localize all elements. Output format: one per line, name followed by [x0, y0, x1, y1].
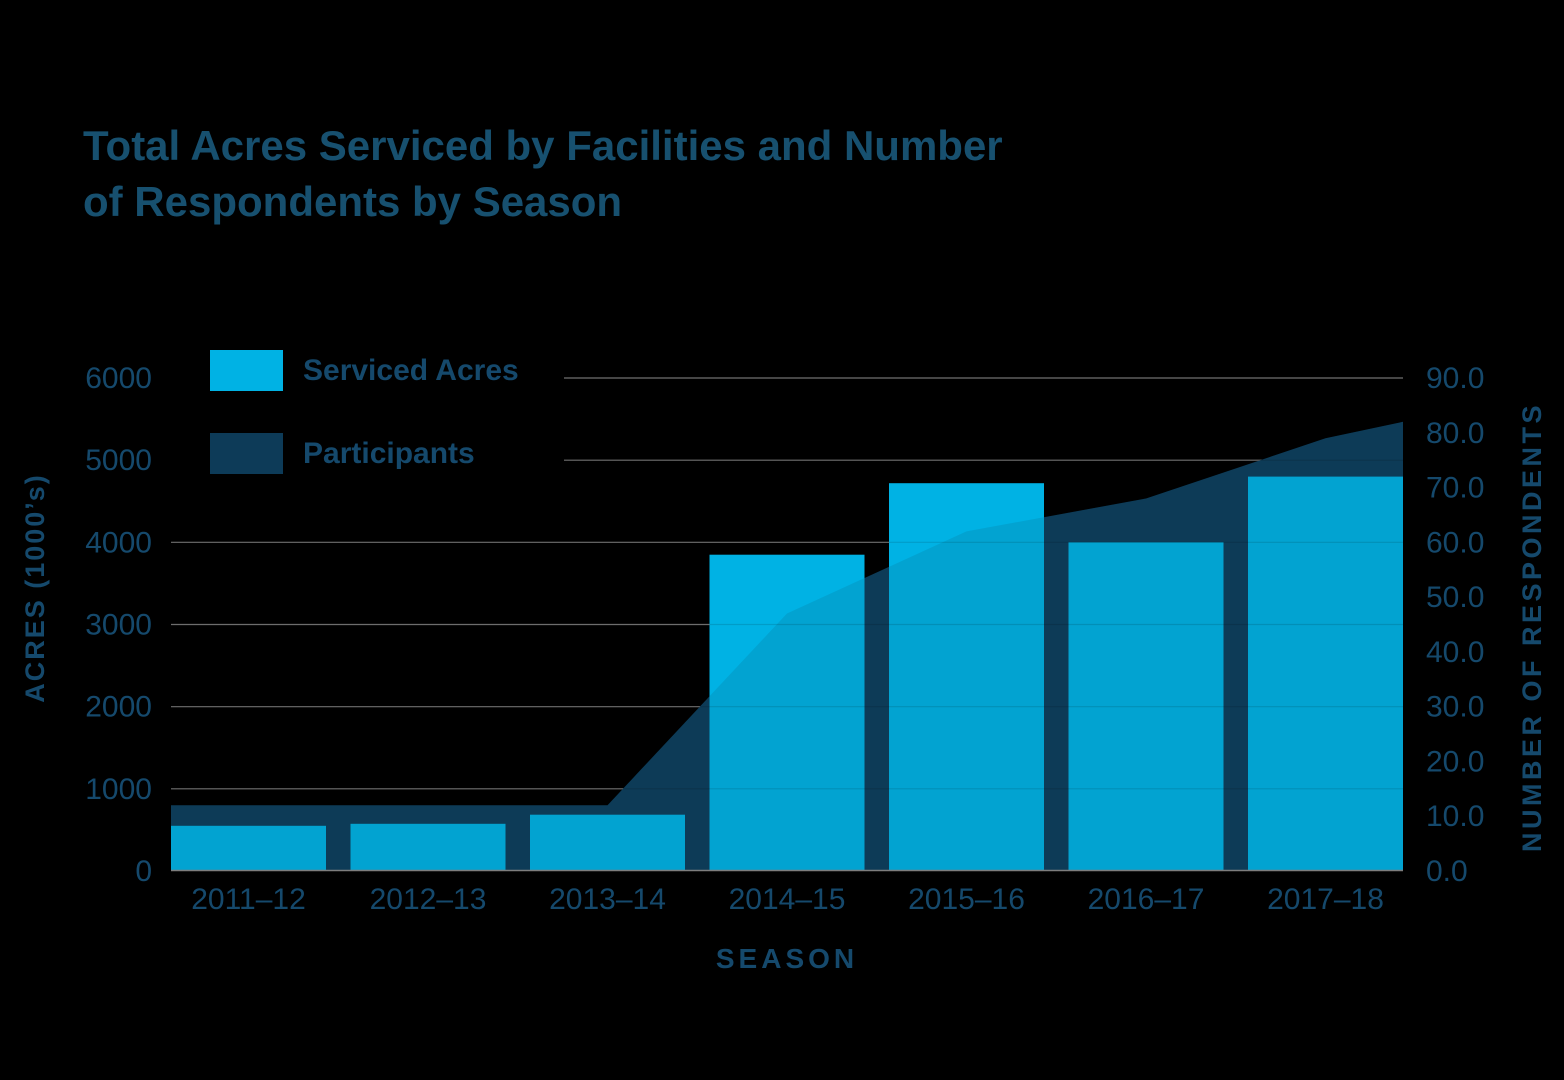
bar-2016-17	[1068, 542, 1224, 871]
legend-item-serviced-acres: Serviced Acres	[210, 350, 519, 391]
left-axis-tick-1000: 1000	[85, 773, 152, 806]
x-axis-title: SEASON	[716, 943, 858, 974]
legend-label-serviced-acres: Serviced Acres	[303, 353, 519, 387]
x-axis-tick-2016-17: 2016–17	[1088, 883, 1205, 916]
right-axis-tick-20.0: 20.0	[1426, 745, 1484, 778]
serviced-acres-swatch	[210, 350, 283, 391]
chart-title-line1: Total Acres Serviced by Facilities and N…	[83, 122, 1003, 169]
left-axis-tick-3000: 3000	[85, 609, 152, 642]
right-axis-tick-70.0: 70.0	[1426, 472, 1484, 505]
chart-title-line2: of Respondents by Season	[83, 178, 623, 225]
left-axis-tick-6000: 6000	[85, 362, 152, 395]
legend: Serviced Acres Participants	[160, 334, 564, 484]
bar-2017-18	[1248, 476, 1403, 871]
right-axis-tick-60.0: 60.0	[1426, 526, 1484, 559]
participants-swatch	[210, 433, 283, 474]
x-axis-tick-2012-13: 2012–13	[370, 883, 487, 916]
participants-area-overlay	[171, 421, 1403, 871]
right-axis-title: NUMBER OF RESPONDENTS	[1517, 402, 1547, 852]
left-axis-tick-4000: 4000	[85, 526, 152, 559]
bar-2015-16	[889, 483, 1044, 871]
left-axis-title: ACRES (1000’s)	[20, 473, 50, 703]
legend-item-participants: Participants	[210, 433, 475, 474]
right-axis-tick-90.0: 90.0	[1426, 362, 1484, 395]
x-axis-tick-2013-14: 2013–14	[549, 883, 666, 916]
x-axis-tick-2014-15: 2014–15	[729, 883, 846, 916]
bar-2011-12	[171, 825, 326, 871]
bar-2014-15	[709, 554, 865, 871]
x-axis-tick-2015-16: 2015–16	[908, 883, 1025, 916]
left-axis-tick-5000: 5000	[85, 444, 152, 477]
x-axis-tick-2011-12: 2011–12	[191, 883, 306, 916]
left-axis-tick-0: 0	[135, 855, 152, 888]
right-axis-tick-50.0: 50.0	[1426, 581, 1484, 614]
right-axis-tick-30.0: 30.0	[1426, 691, 1484, 724]
chart-title: Total Acres Serviced by Facilities and N…	[83, 118, 1003, 230]
right-axis-tick-10.0: 10.0	[1426, 800, 1484, 833]
right-axis-tick-40.0: 40.0	[1426, 636, 1484, 669]
left-axis-tick-2000: 2000	[85, 691, 152, 724]
bar-2013-14	[530, 814, 685, 871]
right-axis-tick-80.0: 80.0	[1426, 417, 1484, 450]
right-axis-tick-0.0: 0.0	[1426, 855, 1468, 888]
legend-label-participants: Participants	[303, 436, 475, 470]
bar-2012-13	[350, 823, 506, 871]
x-axis-tick-2017-18: 2017–18	[1267, 883, 1384, 916]
